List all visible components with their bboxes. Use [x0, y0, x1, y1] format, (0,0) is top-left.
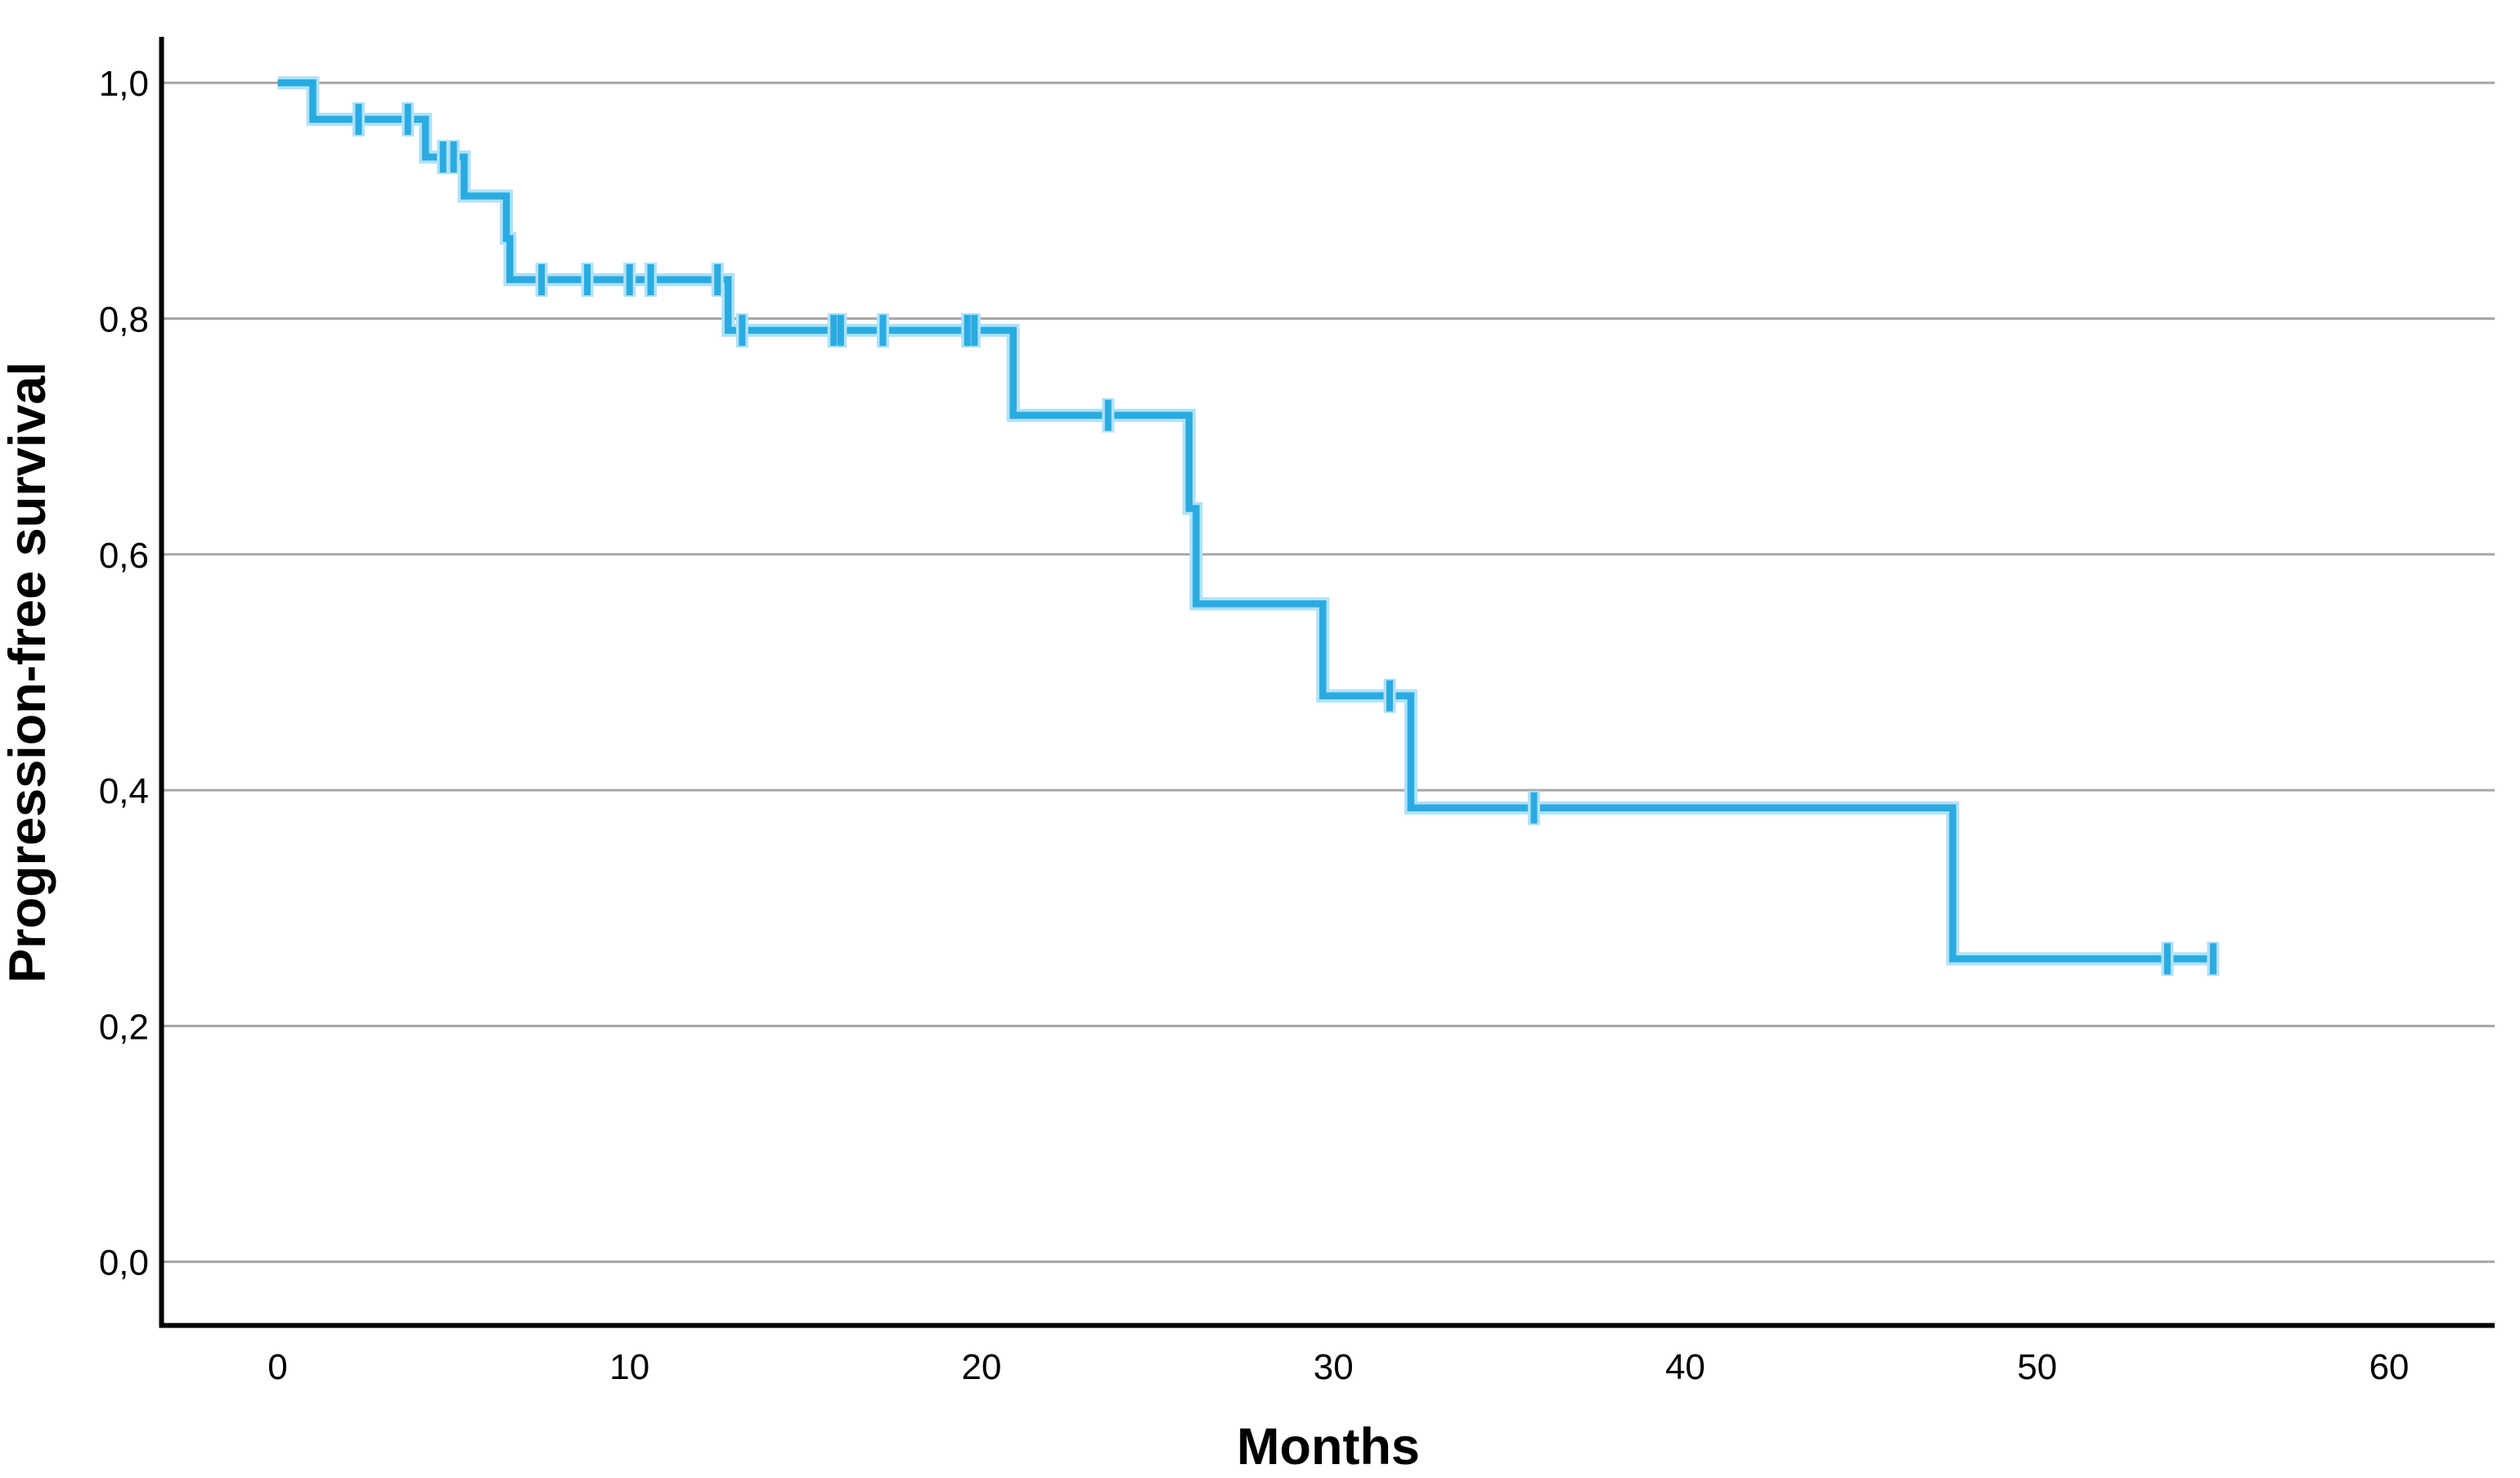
x-tick-label: 60: [2369, 1347, 2409, 1387]
km-curve: [277, 79, 2217, 963]
x-tick-label: 10: [609, 1347, 649, 1387]
x-tick-label: 50: [2017, 1347, 2057, 1387]
km-curve-halo: [277, 76, 2217, 966]
y-tick-label: 0,6: [99, 536, 149, 576]
y-tick-label: 0,8: [99, 300, 149, 340]
x-tick-label: 40: [1665, 1347, 1705, 1387]
grid-layer: [163, 81, 2495, 1264]
y-tick-label: 0,0: [99, 1243, 149, 1283]
y-tick-label: 0,2: [99, 1007, 149, 1047]
x-tick-label: 20: [961, 1347, 1001, 1387]
y-tick-label: 0,4: [99, 771, 149, 811]
label-layer: 0 10 20 30 40 50 60 0,0 0,2 0,4 0,6 0,8 1,0: [99, 64, 2410, 1387]
y-axis-title: Progression-free survival: [0, 362, 56, 983]
y-tick-label: 1,0: [99, 64, 149, 104]
axis-layer: [159, 37, 2495, 1328]
x-axis-title: Months: [1237, 1418, 1420, 1476]
x-tick-label: 30: [1314, 1347, 1354, 1387]
curve-layer: [277, 76, 2220, 977]
x-tick-label: 0: [267, 1347, 287, 1387]
